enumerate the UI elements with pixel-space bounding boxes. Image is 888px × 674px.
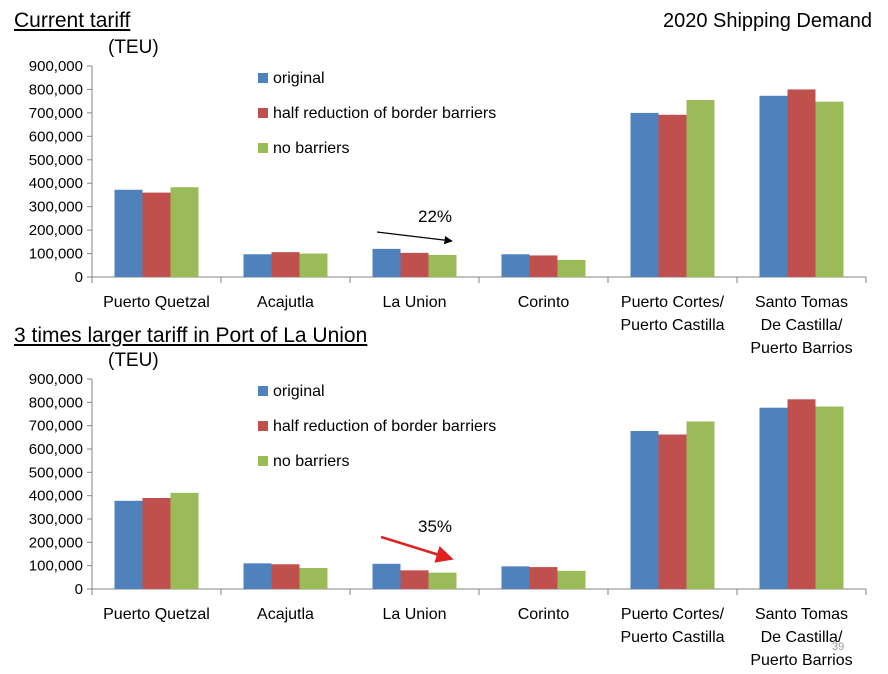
category-label: La Union (382, 294, 446, 311)
bar-half-reduction-of-border-barriers-6 (787, 399, 816, 589)
y-axis-label: (TEU) (108, 350, 159, 371)
category-label: Acajutla (257, 606, 314, 623)
bar-no-barriers-3 (428, 572, 457, 589)
bar-no-barriers-4 (557, 570, 586, 589)
y-tick-label: 800,000 (29, 394, 83, 411)
y-tick-label: 100,000 (29, 558, 83, 575)
y-tick-label: 300,000 (29, 199, 83, 216)
bar-no-barriers-2 (299, 568, 328, 589)
category-label: Puerto Castilla (620, 317, 724, 334)
category-label: Puerto Cortes/ (621, 606, 725, 623)
category-label: De Castilla/ (761, 317, 843, 334)
legend-label: no barriers (273, 140, 349, 157)
y-tick-label: 200,000 (29, 222, 83, 239)
y-tick-label: 0 (75, 269, 83, 286)
category-label: Puerto Castilla (620, 629, 724, 646)
y-tick-label: 500,000 (29, 464, 83, 481)
category-label: Corinto (518, 294, 570, 311)
bar-original-2 (243, 254, 272, 277)
category-label: De Castilla/ (761, 629, 843, 646)
bar-half-reduction-of-border-barriers-4 (529, 255, 558, 277)
bar-no-barriers-4 (557, 259, 586, 277)
legend-swatch (258, 108, 268, 118)
annotation-arrow (376, 231, 453, 245)
y-tick-label: 900,000 (29, 371, 83, 388)
category-label: Puerto Cortes/ (621, 294, 725, 311)
bar-no-barriers-5 (686, 421, 715, 589)
bar-original-5 (630, 431, 659, 589)
bar-no-barriers-1 (170, 187, 199, 277)
legend-swatch (258, 73, 268, 83)
category-label: Santo Tomas (755, 294, 848, 311)
y-tick-label: 800,000 (29, 81, 83, 98)
y-tick-label: 200,000 (29, 534, 83, 551)
bar-half-reduction-of-border-barriers-2 (271, 564, 300, 589)
y-tick-label: 100,000 (29, 246, 83, 263)
y-tick-label: 700,000 (29, 105, 83, 122)
legend-label: original (273, 383, 325, 400)
bar-original-3 (372, 563, 401, 589)
larger-tariff-title: 3 times larger tariff in Port of La Unio… (14, 324, 368, 347)
y-tick-label: 500,000 (29, 152, 83, 169)
bar-no-barriers-3 (428, 254, 457, 277)
category-label: Puerto Quetzal (103, 294, 210, 311)
legend-label: no barriers (273, 453, 349, 470)
bar-half-reduction-of-border-barriers-6 (787, 89, 816, 277)
bar-half-reduction-of-border-barriers-3 (400, 252, 429, 277)
category-label: La Union (382, 606, 446, 623)
bar-original-1 (114, 500, 143, 589)
bar-no-barriers-6 (815, 406, 844, 589)
y-tick-label: 900,000 (29, 58, 83, 75)
legend-swatch (258, 143, 268, 153)
y-tick-label: 0 (75, 581, 83, 598)
bar-no-barriers-6 (815, 101, 844, 277)
bar-original-2 (243, 563, 272, 589)
annotation-label: 22% (418, 207, 452, 226)
bar-half-reduction-of-border-barriers-2 (271, 252, 300, 277)
annotation-arrow (380, 535, 454, 563)
legend-label: half reduction of border barriers (273, 105, 496, 122)
legend-label: original (273, 70, 325, 87)
bar-original-4 (501, 254, 530, 277)
category-label: Corinto (518, 606, 570, 623)
category-label: Acajutla (257, 294, 314, 311)
bar-half-reduction-of-border-barriers-5 (658, 114, 687, 278)
y-axis-label: (TEU) (108, 37, 159, 58)
bar-original-4 (501, 566, 530, 589)
annotation-label: 35% (418, 517, 452, 536)
bar-half-reduction-of-border-barriers-5 (658, 434, 687, 589)
legend-swatch (258, 421, 268, 431)
bar-original-6 (759, 407, 788, 589)
bar-original-6 (759, 95, 788, 277)
current-tariff-title: Current tariff (14, 9, 131, 32)
category-label: Puerto Barrios (750, 652, 852, 669)
legend-swatch (258, 456, 268, 466)
legend-swatch (258, 386, 268, 396)
bar-half-reduction-of-border-barriers-3 (400, 570, 429, 589)
bar-no-barriers-1 (170, 492, 199, 589)
category-label: Puerto Quetzal (103, 606, 210, 623)
bar-no-barriers-2 (299, 253, 328, 277)
chart-2: (TEU) 0 100,000 200,000 300,000 400,000 500,00… (29, 350, 867, 669)
category-label: Puerto Barrios (750, 340, 852, 357)
bar-no-barriers-5 (686, 99, 715, 277)
bar-half-reduction-of-border-barriers-1 (142, 192, 171, 277)
legend-label: half reduction of border barriers (273, 418, 496, 435)
y-tick-label: 400,000 (29, 488, 83, 505)
y-tick-label: 700,000 (29, 418, 83, 435)
bar-original-1 (114, 189, 143, 277)
page-title: 2020 Shipping Demand (662, 10, 872, 32)
bar-half-reduction-of-border-barriers-1 (142, 498, 171, 589)
y-tick-label: 300,000 (29, 511, 83, 528)
y-tick-label: 600,000 (29, 128, 83, 145)
bar-original-5 (630, 112, 659, 277)
y-tick-label: 400,000 (29, 175, 83, 192)
bar-half-reduction-of-border-barriers-4 (529, 567, 558, 589)
y-tick-label: 600,000 (29, 441, 83, 458)
page-number: 39 (832, 641, 845, 653)
chart-1: (TEU) 0 100,000 200,000 300,000 400,000 500,00… (29, 37, 867, 357)
category-label: Santo Tomas (755, 606, 848, 623)
bar-original-3 (372, 248, 401, 277)
